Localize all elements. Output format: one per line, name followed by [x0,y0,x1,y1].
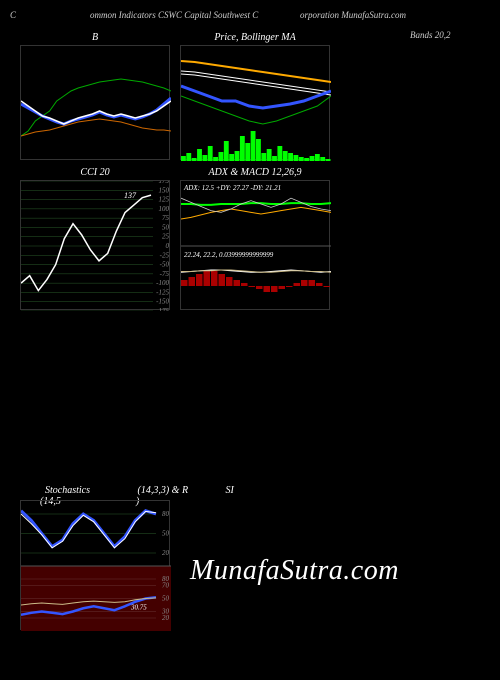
chart-b-title: B [21,32,169,43]
svg-text:75: 75 [162,214,170,222]
header-left: C [10,10,16,20]
svg-text:-150: -150 [156,298,169,306]
svg-text:-25: -25 [160,251,170,259]
svg-text:80: 80 [162,575,170,583]
chart-b-svg [21,46,171,161]
svg-text:25: 25 [162,233,170,241]
chart-stoch-panel: 205080203050708030.75 [20,500,170,630]
svg-text:-50: -50 [160,261,170,269]
svg-text:-75: -75 [160,270,170,278]
svg-text:137: 137 [124,191,137,200]
chart-adx-svg: ADX: 12.5 +DY: 27.27 -DY: 21.21 22.24, 22… [181,181,331,311]
chart-adx-panel: ADX & MACD 12,26,9 ADX: 12.5 +DY: 27.27 … [180,180,330,310]
svg-text:50: 50 [162,530,170,538]
header-right: orporation MunafaSutra.com [300,10,406,20]
header-bands: Bands 20,2 [410,30,451,40]
stoch-title-mid: (14,3,3) & R SI [138,485,234,496]
svg-text:30: 30 [161,608,170,616]
svg-text:22.24, 22.2, 0.03999999999999: 22.24, 22.2, 0.03999999999999 [184,251,274,259]
svg-text:50: 50 [162,223,170,231]
chart-cci-panel: CCI 20 -175-150-125-100-75-50-2502550751… [20,180,170,310]
svg-text:150: 150 [159,186,170,194]
chart-cci-svg: -175-150 -125-100-75-50 -25025 5075100125 15… [21,181,171,311]
svg-text:20: 20 [162,549,170,557]
svg-text:-125: -125 [156,288,169,296]
svg-text:175: 175 [159,181,170,185]
watermark-text: MunafaSutra.com [190,555,399,587]
chart-price-svg [181,46,331,161]
header-mid: ommon Indicators CSWC Capital Southwest … [90,10,258,20]
chart-price-title: Price, Bollinger MA [181,32,329,43]
chart-adx-title: ADX & MACD 12,26,9 [181,167,329,178]
svg-text:50: 50 [162,595,170,603]
svg-text:80: 80 [162,510,170,518]
svg-text:30.75: 30.75 [130,604,147,612]
chart-b-panel: B [20,45,170,160]
chart-price-panel: Price, Bollinger MA [180,45,330,160]
svg-text:-175: -175 [156,307,169,311]
stoch-title-left: Stochastics [45,485,90,496]
svg-text:100: 100 [159,205,170,213]
svg-text:0: 0 [166,242,170,250]
svg-text:-100: -100 [156,279,169,287]
svg-text:125: 125 [159,196,170,204]
svg-text:ADX: 12.5 +DY: 27.27 -DY: 21.2: ADX: 12.5 +DY: 27.27 -DY: 21.21 [183,184,281,192]
chart-cci-title: CCI 20 [21,167,169,178]
chart-stoch-svg: 205080203050708030.75 [21,501,171,631]
